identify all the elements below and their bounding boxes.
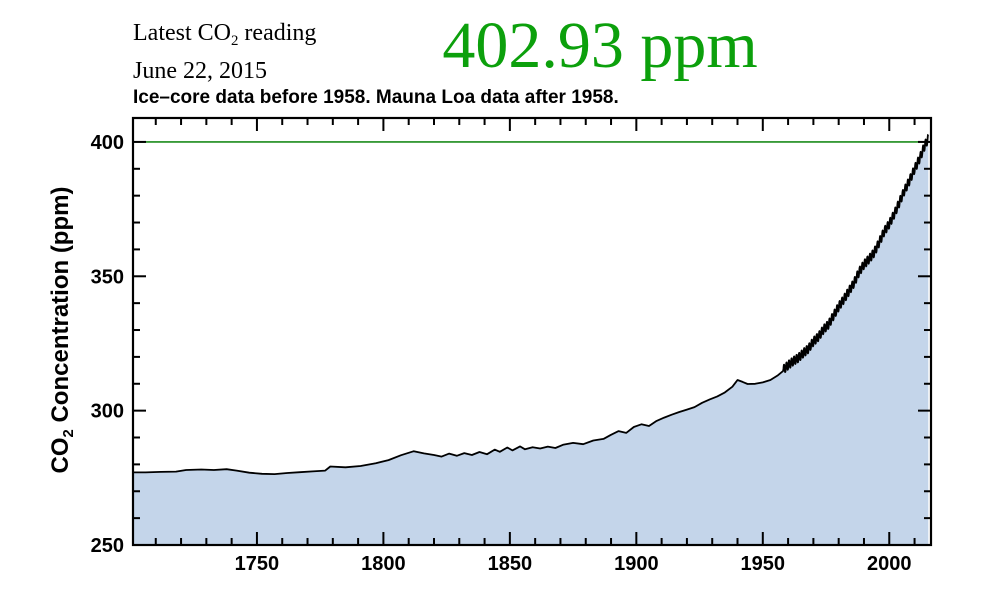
plot-frame bbox=[131, 116, 933, 547]
y-axis-tick-label: 350 bbox=[91, 266, 124, 288]
x-axis-tick-label: 1800 bbox=[361, 553, 406, 575]
x-axis-tick-label: 2000 bbox=[867, 553, 912, 575]
chart-subtitle: Ice–core data before 1958. Mauna Loa dat… bbox=[133, 87, 619, 108]
latest-reading-line1: Latest CO2 reading bbox=[133, 20, 317, 50]
latest-reading-date: June 22, 2015 bbox=[133, 58, 267, 85]
x-axis-tick-label: 1950 bbox=[741, 553, 786, 575]
y-axis-tick-label: 300 bbox=[91, 401, 124, 423]
co2-curve bbox=[133, 133, 929, 475]
x-axis-tick-label: 1900 bbox=[614, 553, 659, 575]
y-axis-tick-label: 400 bbox=[91, 132, 124, 154]
latest-reading-value: 402.93 ppm bbox=[442, 9, 758, 82]
latest-reading-label: Latest CO2 reading June 22, 2015 bbox=[133, 18, 316, 86]
y-axis-tick-label: 250 bbox=[91, 535, 124, 557]
x-axis-tick-label: 1850 bbox=[488, 553, 533, 575]
co2-subscript: 2 bbox=[230, 33, 239, 50]
x-axis-tick-label: 1750 bbox=[235, 553, 280, 575]
co2-area-fill bbox=[133, 134, 929, 545]
